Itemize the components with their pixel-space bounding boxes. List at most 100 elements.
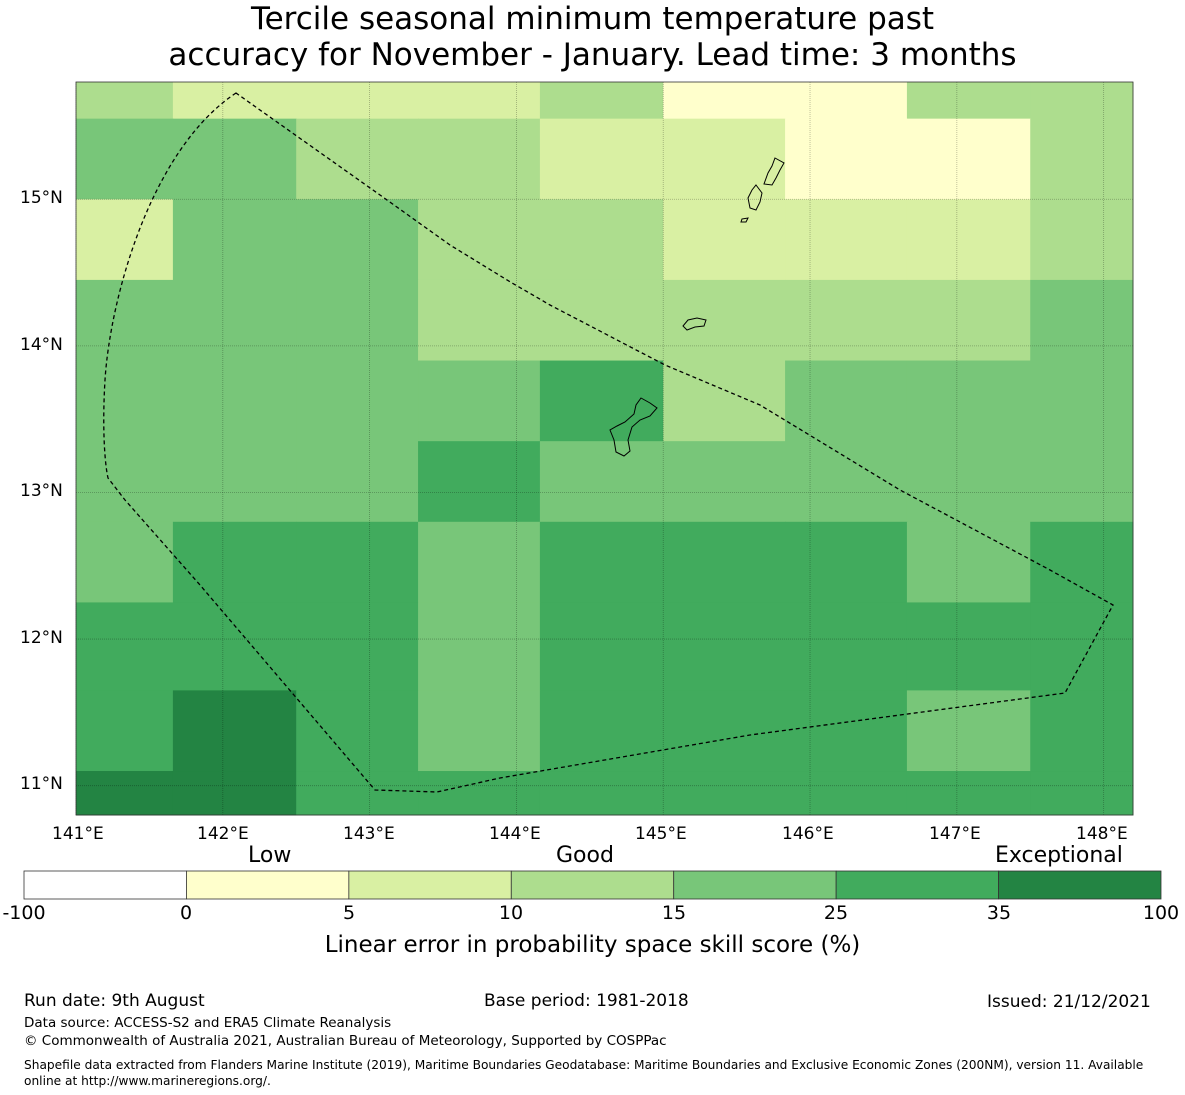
colorbar-swatch [673,870,837,900]
grid-cell [1030,771,1134,816]
island-aguijan [740,217,749,223]
grid-cell [906,82,1031,120]
grid-cell [663,118,786,200]
grid-cell [1030,360,1134,442]
lon-label: 142°E [197,824,249,844]
grid-cell [785,441,908,523]
grid-cell [906,441,1031,523]
grid-cell [172,521,297,603]
lat-label: 11°N [20,774,63,794]
grid-cell [172,602,297,691]
grid-cell [76,360,174,442]
grid-cell [906,690,1031,772]
grid-cell [539,360,664,442]
island-guam [609,397,658,457]
lat-label: 15°N [20,188,63,208]
grid-cell [296,82,419,120]
base-period: Base period: 1981-2018 [484,991,689,1011]
grid-cell [906,602,1031,691]
grid-cell [418,690,541,772]
colorbar-tick: 25 [823,902,849,924]
colorbar-tick: 15 [661,902,687,924]
category-exceptional: Exceptional [995,843,1123,868]
grid-cell [785,82,908,120]
grid-cell [906,118,1031,200]
grid-cell [76,602,174,691]
category-good: Good [556,843,614,868]
lon-label: 141°E [52,824,104,844]
grid-cell [1030,521,1134,603]
grid-cell [296,279,419,362]
grid-cell [76,118,174,200]
grid-cell [663,690,786,772]
grid-cell [663,360,786,442]
grid-cell [296,360,419,442]
grid-cell [663,279,786,362]
grid-cell [539,279,664,362]
grid-cell [906,279,1031,362]
grid-cell [172,690,297,772]
grid-cell [785,521,908,603]
lat-label: 12°N [20,628,63,648]
grid-cell [785,199,908,281]
grid-cell [296,521,419,603]
grid-cell [418,441,541,523]
grid-cell [906,199,1031,281]
map-title-line-1: Tercile seasonal minimum temperature pas… [250,1,935,37]
grid-cell [296,441,419,523]
grid-cell [785,118,908,200]
colorbar-tick: 5 [342,902,356,924]
lon-label: 145°E [635,824,687,844]
grid-cell [906,360,1031,442]
grid-cell [76,82,174,120]
lat-label: 13°N [20,481,63,501]
colorbar-swatch [998,870,1162,900]
grid-cell [539,771,664,816]
grid-cell [1030,690,1134,772]
grid-cell [663,82,786,120]
eez-boundary [103,92,1114,793]
colorbar-tick: -100 [2,902,46,924]
grid-cell [906,521,1031,603]
grid-cell [539,82,664,120]
grid-cell [172,82,297,120]
island-rota [682,317,707,331]
grid-cell [418,521,541,603]
copyright: © Commonwealth of Australia 2021, Austra… [24,1033,667,1049]
colorbar-swatch [348,870,512,900]
lon-label: 144°E [489,824,541,844]
colorbar-tick: 35 [986,902,1012,924]
grid-cell [296,199,419,281]
grid-cell [418,771,541,816]
grid-cell [76,441,174,523]
category-low: Low [248,843,292,868]
data-source: Data source: ACCESS-S2 and ERA5 Climate … [24,1015,392,1031]
grid-cell [663,602,786,691]
grid-cell [663,441,786,523]
grid-cell [76,690,174,772]
grid-cell [1030,441,1134,523]
grid-cell [418,602,541,691]
colorbar-swatch [510,870,675,900]
grid-cell [539,602,664,691]
grid-cell [906,771,1031,816]
grid-cell [172,441,297,523]
colorbar-tick: 10 [498,902,524,924]
grid-cell [418,279,541,362]
grid-cell [539,690,664,772]
grid-cell [296,602,419,691]
lon-label: 143°E [343,824,395,844]
lon-label: 146°E [782,824,834,844]
colorbar-swatch [835,870,999,900]
colorbar-swatch [23,870,187,900]
grid-cell [785,360,908,442]
lon-label: 147°E [929,824,981,844]
grid-cell [76,279,174,362]
grid-cell [296,771,419,816]
grid-cell [76,771,174,816]
grid-cell [172,199,297,281]
island-tinian [747,184,763,211]
grid-cell [539,441,664,523]
map-title-line-2: accuracy for November - January. Lead ti… [168,37,1017,73]
